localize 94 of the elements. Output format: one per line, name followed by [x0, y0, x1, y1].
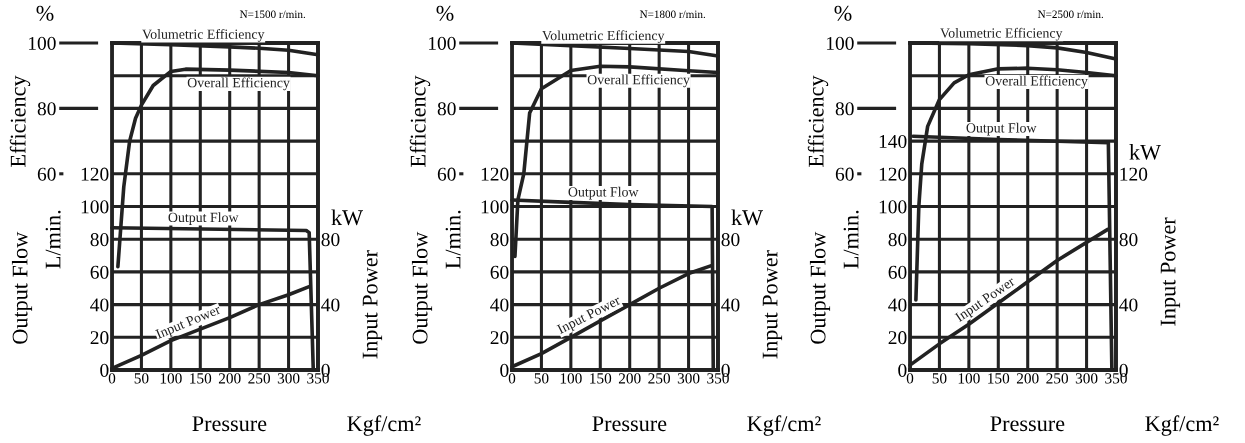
- text: kW: [331, 209, 363, 226]
- series-label: Output Flow: [168, 212, 239, 225]
- y-axis-title: Efficiency: [807, 75, 829, 167]
- x-tick-label: 50: [932, 373, 947, 384]
- y3-axis-title: Output Flow: [809, 231, 831, 344]
- text: kW: [1129, 144, 1161, 160]
- x-tick-label: 100: [560, 373, 582, 384]
- x-tick-label: 100: [160, 373, 182, 384]
- x-tick-label: 0: [906, 373, 914, 384]
- text: Kgf/cm²: [347, 415, 421, 436]
- x-axis-title: Pressure: [990, 416, 1065, 432]
- y-tick-label: 60: [835, 167, 854, 181]
- y3-tick-label: 80: [90, 233, 109, 247]
- y-axis-title: Efficiency: [409, 75, 431, 167]
- text: L/min.: [445, 210, 461, 269]
- x-axis-title: Pressure: [192, 416, 267, 432]
- text: N=1500 r/min.: [239, 10, 306, 19]
- series-label: Overall Efficiency: [985, 75, 1088, 89]
- x-axis-title: Pressure: [592, 416, 667, 432]
- y3-tick-label: 120: [81, 167, 109, 181]
- series-label: Volumetric Efficiency: [142, 28, 265, 42]
- y3-axis-title: Output Flow: [11, 231, 33, 344]
- series-label: Output Flow: [966, 122, 1037, 136]
- y2-tick-label: 80: [321, 233, 340, 247]
- y3-tick-label: 20: [490, 331, 509, 345]
- x-tick-label: 300: [677, 373, 700, 384]
- y-tick-label: 80: [835, 102, 854, 116]
- x-tick-label: 0: [508, 373, 516, 384]
- y3-tick-label: 100: [481, 200, 509, 214]
- x-tick-label: 150: [590, 373, 612, 384]
- x-tick-label: 100: [958, 373, 980, 384]
- text: %: [36, 5, 54, 21]
- y2-axis-title: Input Power: [362, 250, 383, 359]
- text: %: [834, 5, 852, 21]
- y3-tick-label: 100: [81, 200, 109, 214]
- y3-tick-label: 120: [481, 167, 509, 181]
- x-tick-label: 150: [190, 373, 212, 384]
- text: N=2500 r/min.: [1037, 10, 1104, 19]
- x-tick-label: 250: [648, 373, 671, 384]
- text: N=1800 r/min.: [639, 10, 706, 19]
- y2-tick-label: 40: [1119, 298, 1138, 312]
- series-label: Overall Efficiency: [187, 77, 290, 91]
- x-tick-label: 300: [1075, 373, 1098, 384]
- y3-tick-label: 40: [90, 298, 109, 312]
- x-tick-label: 0: [108, 373, 116, 384]
- text: Input Power: [556, 295, 623, 337]
- y-tick-label: 100: [428, 36, 456, 50]
- y3-tick-label: 40: [490, 298, 509, 312]
- text: L/min.: [45, 210, 61, 269]
- y-tick-label: 100: [826, 36, 854, 50]
- text: kW: [731, 209, 763, 226]
- y3-tick-label: 80: [490, 233, 509, 247]
- y3-tick-label: 60: [490, 265, 509, 279]
- series-label: Volumetric Efficiency: [940, 27, 1063, 41]
- series-label: Output Flow: [568, 186, 639, 200]
- y2-tick-label: 80: [1119, 233, 1138, 247]
- x-tick-label: 200: [218, 373, 241, 384]
- y-tick-label: 80: [37, 102, 56, 116]
- text: %: [436, 5, 454, 21]
- y2-axis-title: Input Power: [1160, 217, 1181, 326]
- y-tick-label: 80: [437, 102, 456, 116]
- y3-tick-label: 60: [90, 265, 109, 279]
- y3-tick-label: 20: [888, 331, 907, 345]
- x-tick-label: 150: [988, 373, 1010, 384]
- y-axis-title: Efficiency: [9, 75, 31, 167]
- y3-tick-label: 60: [888, 265, 907, 279]
- y2-tick-label: 120: [1120, 167, 1148, 181]
- x-tick-label: 50: [134, 373, 149, 384]
- y2-tick-label: 40: [721, 298, 740, 312]
- y3-axis-title: Output Flow: [411, 231, 433, 344]
- y2-tick-label: 40: [321, 298, 340, 312]
- x-tick-label: 250: [248, 373, 271, 384]
- y-tick-label: 60: [437, 167, 456, 181]
- x-tick-label: 200: [618, 373, 641, 384]
- x-tick-label: 50: [534, 373, 549, 384]
- y3-tick-label: 140: [879, 134, 907, 149]
- text: Kgf/cm²: [747, 415, 821, 436]
- y-tick-label: 100: [28, 36, 56, 50]
- y3-tick-label: 120: [879, 167, 907, 181]
- text: Kgf/cm²: [1145, 415, 1219, 436]
- y3-tick-label: 100: [879, 200, 907, 214]
- x-tick-label: 250: [1046, 373, 1069, 384]
- series-label: Overall Efficiency: [587, 74, 690, 88]
- x-tick-label: 300: [277, 373, 300, 384]
- x-tick-label: 200: [1016, 373, 1039, 384]
- series-label: Volumetric Efficiency: [542, 30, 665, 44]
- y-tick-label: 60: [37, 167, 56, 181]
- text: L/min.: [843, 210, 859, 269]
- y3-tick-label: 80: [888, 233, 907, 247]
- text: Input Power: [155, 304, 223, 342]
- y3-tick-label: 40: [888, 298, 907, 312]
- y3-tick-label: 20: [90, 331, 109, 345]
- y2-axis-title: Input Power: [762, 250, 783, 359]
- y2-tick-label: 80: [721, 233, 740, 247]
